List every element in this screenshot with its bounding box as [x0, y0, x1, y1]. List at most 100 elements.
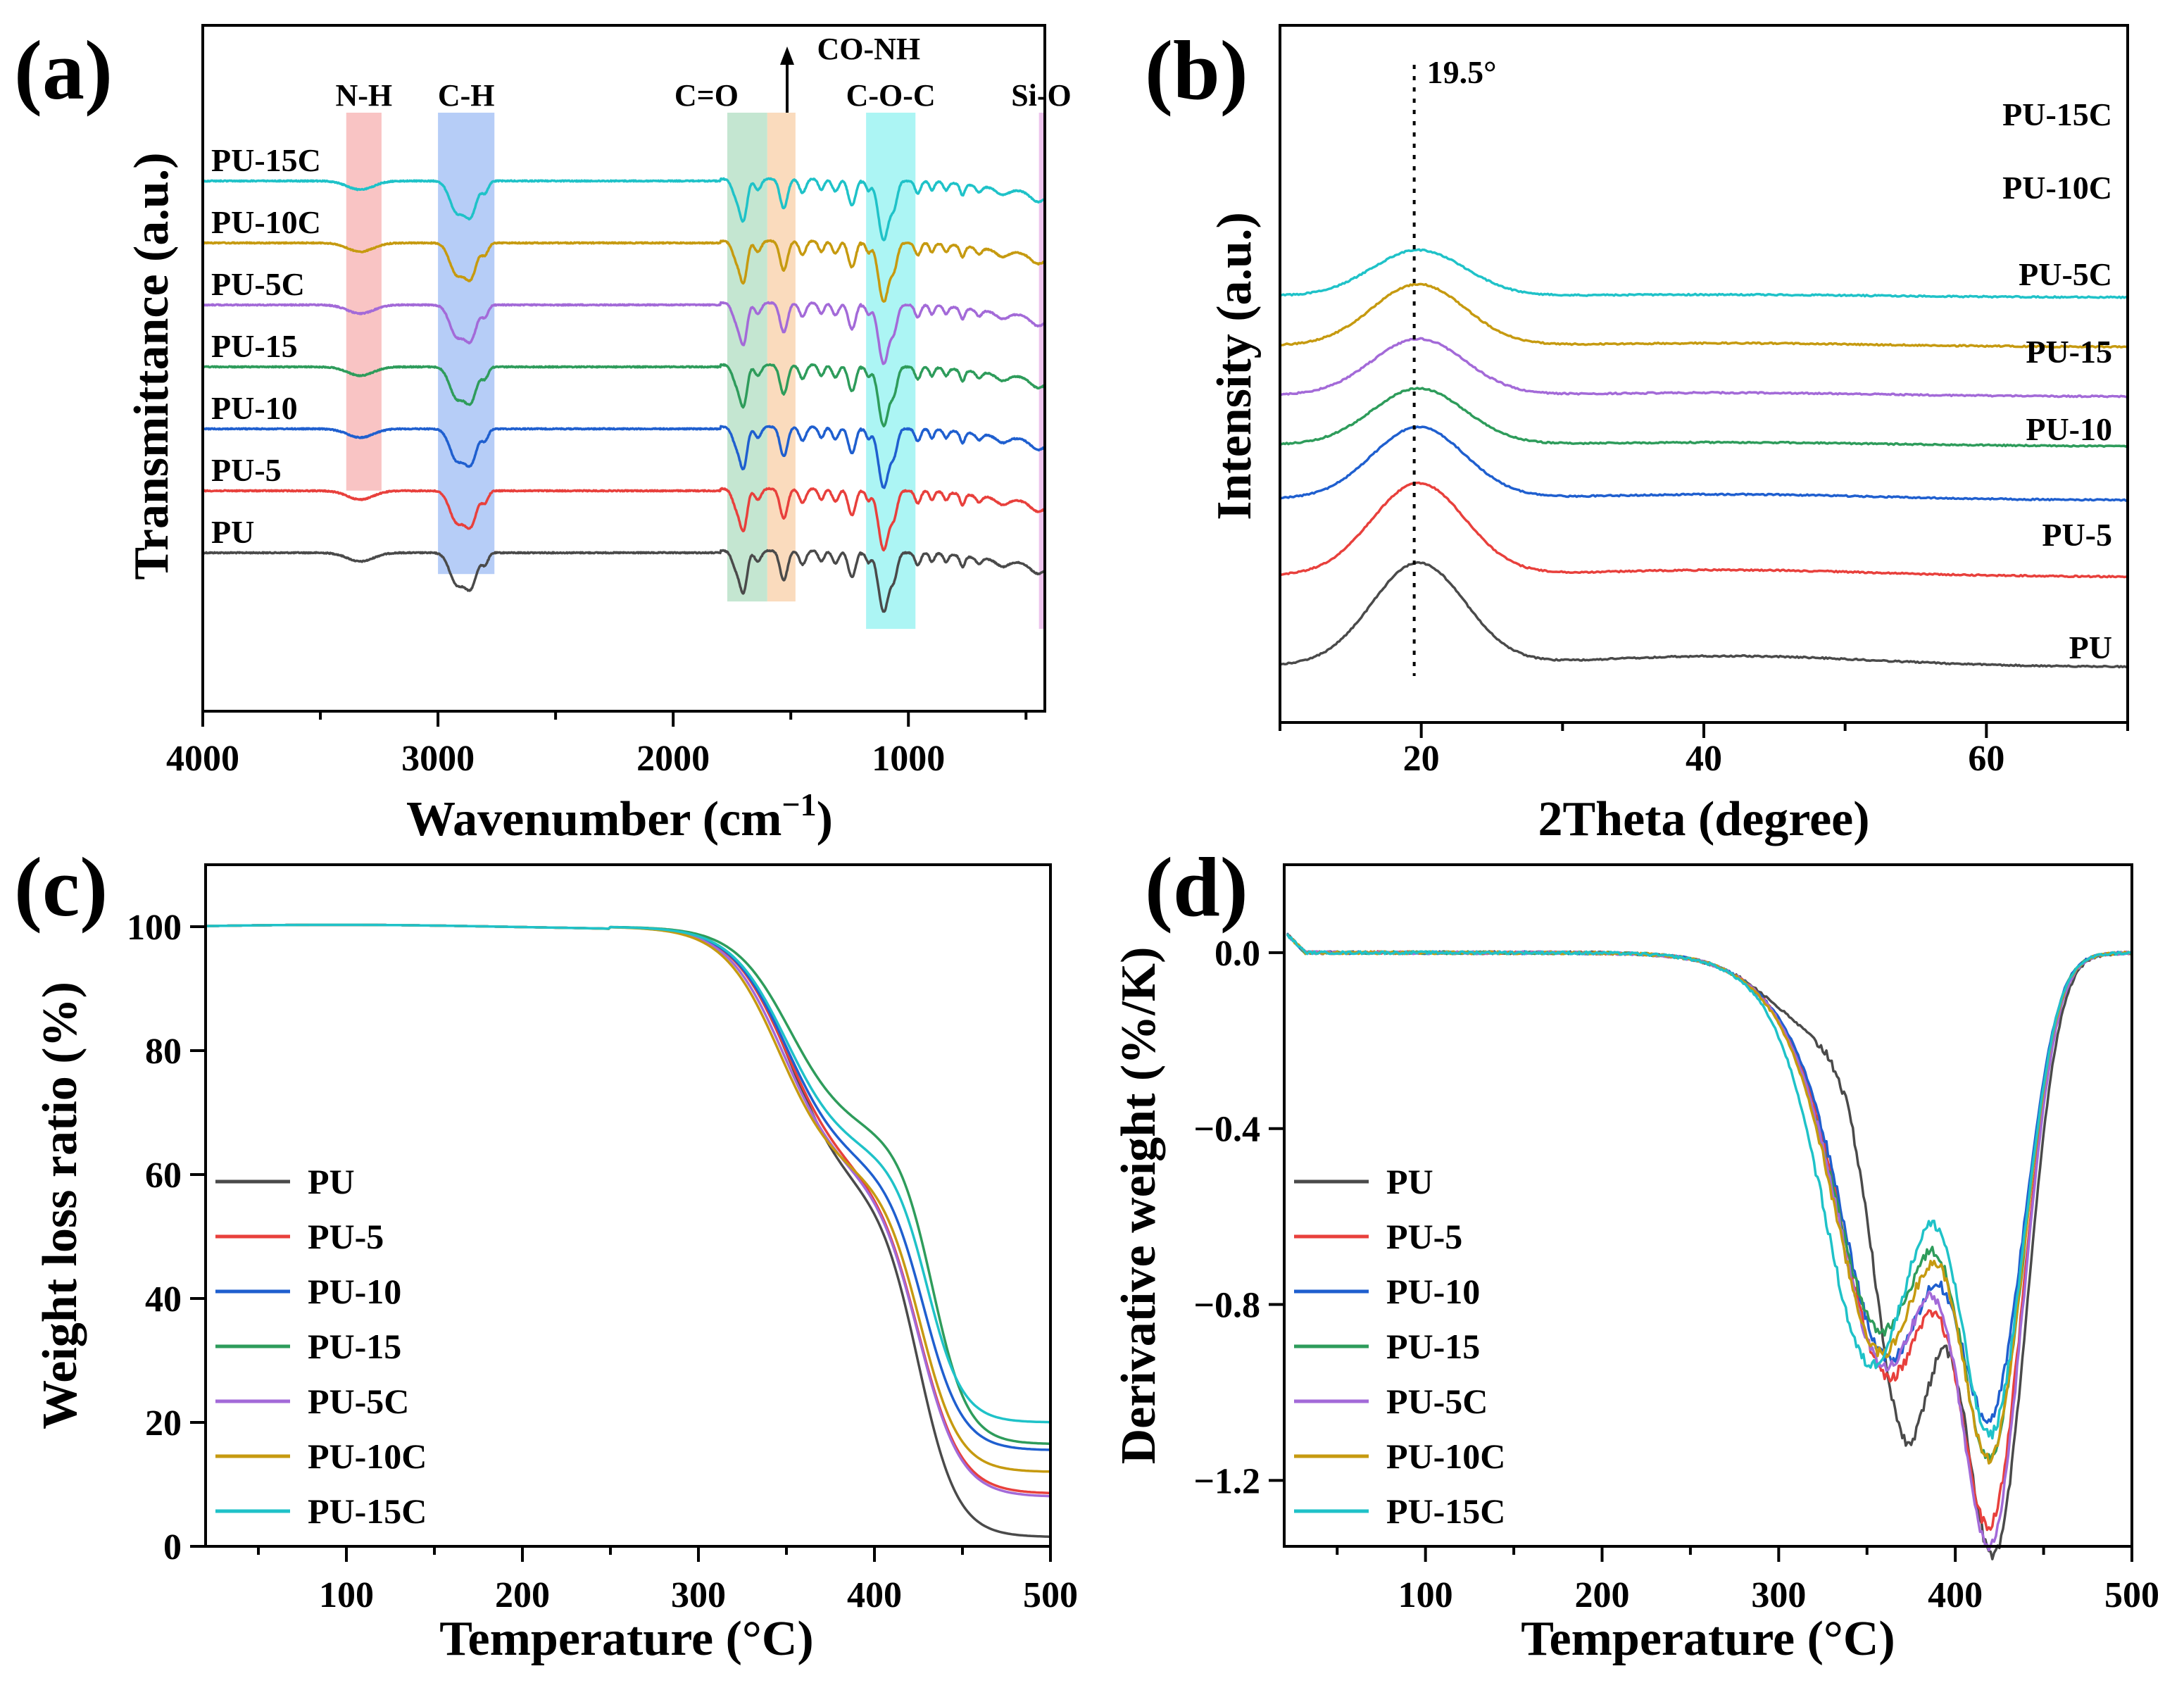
- ftir-trace-pu-15: [201, 363, 1046, 427]
- band-label-c-o: C=O: [674, 78, 739, 113]
- xrd-trace-pu-15c: [1279, 248, 2129, 299]
- d-legend-label-pu-15: PU-15: [1386, 1327, 1480, 1366]
- band-label-n-h: N-H: [336, 78, 393, 113]
- xrd-label-pu-5c: PU-5C: [2019, 256, 2112, 292]
- ftir-trace-pu-5c: [201, 301, 1046, 365]
- ftir-y-axis-title: Transmittance (a.u.): [125, 152, 179, 580]
- dtg-plot-frame: [1283, 863, 2133, 1548]
- xrd-trace-pu-15: [1279, 387, 2129, 448]
- tga-plot-frame: [204, 863, 1052, 1548]
- c-legend-label-pu: PU: [308, 1162, 355, 1201]
- ftir-plot-frame: [201, 24, 1046, 713]
- band-label-c-o-c: C-O-C: [846, 78, 936, 113]
- d-legend-label-pu-5c: PU-5C: [1386, 1382, 1488, 1421]
- c-legend-label-pu-5: PU-5: [308, 1217, 384, 1256]
- d-legend-label-pu-15c: PU-15C: [1386, 1491, 1505, 1531]
- c-x-tick-label: 100: [319, 1575, 374, 1615]
- panel-a-ftir: (a) N-H C-H C=O CO-NH C-O-C Si-O PU PU-5 PU-10 P…: [14, 23, 1072, 846]
- band-co-nh: [767, 113, 796, 602]
- d-legend-label-pu-5: PU-5: [1386, 1217, 1462, 1256]
- d-legend-label-pu: PU: [1386, 1162, 1433, 1201]
- ftir-label-pu: PU: [211, 514, 254, 550]
- xrd-label-pu-10c: PU-10C: [2002, 170, 2112, 206]
- band-label-c-h: C-H: [438, 78, 495, 113]
- ftir-trace-pu-15c: [201, 177, 1046, 242]
- ftir-x-ticks: 4000 3000 2000 1000: [166, 711, 1028, 779]
- ftir-trace-pu-5: [201, 487, 1046, 552]
- d-y-tick-label: −0.4: [1193, 1110, 1260, 1150]
- ftir-trace-pu-10: [201, 425, 1046, 489]
- panel-a-letter: (a): [14, 23, 113, 117]
- dtg-traces: [1286, 932, 2133, 1560]
- band-si-o: [1038, 113, 1044, 630]
- panel-d-letter: (d): [1145, 840, 1248, 934]
- c-legend-label-pu-15: PU-15: [308, 1327, 401, 1366]
- ftir-label-pu-10: PU-10: [211, 390, 298, 426]
- ftir-x-tick-label: 3000: [401, 739, 475, 779]
- xrd-label-pu-15: PU-15: [2026, 334, 2112, 370]
- ftir-bands: [346, 113, 1044, 630]
- xrd-x-tick-label: 40: [1686, 739, 1722, 779]
- d-x-tick-label: 200: [1575, 1575, 1630, 1615]
- band-label-si-o: Si-O: [1011, 78, 1072, 113]
- d-x-tick-label: 400: [1928, 1575, 1983, 1615]
- ftir-x-tick-label: 2000: [636, 739, 710, 779]
- ftir-series-labels: PU PU-5 PU-10 PU-15 PU-5C PU-10C PU-15C: [211, 142, 321, 550]
- ftir-label-pu-5: PU-5: [211, 452, 282, 488]
- c-y-tick-label: 60: [145, 1156, 182, 1196]
- xrd-label-pu: PU: [2069, 630, 2112, 665]
- d-x-tick-label: 500: [2104, 1575, 2159, 1615]
- xrd-x-ticks: 20 40 60: [1279, 722, 2129, 779]
- tga-traces: [204, 923, 1052, 1538]
- panel-d-dtg: (d) 100 200 300 400 500 0.0 −0.4 −0.8 −1.2 PU PU-…: [1112, 840, 2159, 1666]
- tga-trace-pu-15c: [204, 923, 1052, 1424]
- dtg-x-axis-title: Temperature (°C): [1521, 1612, 1895, 1666]
- ftir-x-axis-title: Wavenumber (cm−1): [406, 787, 833, 846]
- xrd-y-axis-title: Intensity (a.u.): [1207, 212, 1262, 520]
- d-legend-label-pu-10: PU-10: [1386, 1272, 1480, 1311]
- xrd-x-tick-label: 20: [1403, 739, 1440, 779]
- tga-y-axis-title: Weight loss ratio (%): [33, 982, 87, 1429]
- panel-c-letter: (c): [14, 840, 108, 934]
- xrd-label-pu-5: PU-5: [2042, 517, 2112, 553]
- ftir-band-labels: N-H C-H C=O CO-NH C-O-C Si-O: [336, 32, 1072, 113]
- dtg-trace-pu-15c: [1286, 934, 2133, 1440]
- panel-b-letter: (b): [1145, 23, 1248, 117]
- ftir-x-tick-label: 4000: [166, 739, 239, 779]
- xrd-label-pu-10: PU-10: [2026, 411, 2112, 447]
- d-y-tick-label: −0.8: [1193, 1286, 1260, 1326]
- band-n-h: [346, 113, 382, 491]
- xrd-trace-pu-5c: [1279, 337, 2129, 399]
- ftir-traces: [201, 177, 1046, 613]
- c-x-tick-label: 200: [495, 1575, 550, 1615]
- panel-b-xrd: (b) 19.5° PU PU-5 PU-10 PU-15 PU-5C PU-10C PU-…: [1145, 23, 2129, 846]
- c-legend-label-pu-10c: PU-10C: [308, 1436, 427, 1476]
- tga-legend: PU PU-5 PU-10 PU-15 PU-5C PU-10C PU-15C: [215, 1162, 427, 1531]
- ftir-label-pu-10c: PU-10C: [211, 204, 321, 240]
- c-legend-label-pu-5c: PU-5C: [308, 1382, 409, 1421]
- tga-x-axis-title: Temperature (°C): [439, 1612, 814, 1666]
- xrd-trace-pu-10: [1279, 425, 2129, 502]
- ftir-x-tick-label: 1000: [872, 739, 945, 779]
- tga-ticks: 100 200 300 400 500 0 20 40 60 80 100: [127, 908, 1078, 1615]
- xrd-label-pu-15c: PU-15C: [2002, 96, 2112, 132]
- ftir-trace-pu-10c: [201, 239, 1046, 303]
- c-y-tick-label: 100: [127, 908, 182, 948]
- c-legend-label-pu-15c: PU-15C: [308, 1491, 427, 1531]
- band-c-h: [438, 113, 495, 575]
- dtg-ticks: 100 200 300 400 500 0.0 −0.4 −0.8 −1.2: [1193, 934, 2159, 1615]
- c-x-tick-label: 300: [671, 1575, 726, 1615]
- xrd-trace-pu-10c: [1279, 282, 2129, 349]
- xrd-trace-pu-5: [1279, 481, 2129, 579]
- c-y-tick-label: 40: [145, 1279, 182, 1320]
- c-x-tick-label: 500: [1023, 1575, 1078, 1615]
- xrd-x-tick-label: 60: [1968, 739, 2004, 779]
- dtg-y-axis-title: Derivative weight (%/K): [1112, 947, 1166, 1465]
- c-y-tick-label: 80: [145, 1032, 182, 1072]
- band-label-co-nh: CO-NH: [817, 32, 921, 66]
- ftir-label-pu-5c: PU-5C: [211, 266, 305, 302]
- xrd-x-axis-title: 2Theta (degree): [1538, 792, 1869, 846]
- xrd-series-labels: PU PU-5 PU-10 PU-15 PU-5C PU-10C PU-15C: [2002, 96, 2112, 665]
